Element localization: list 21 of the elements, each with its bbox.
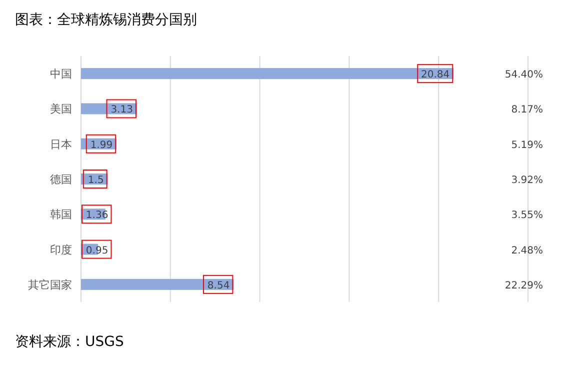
annotation: 3.55% [511, 210, 543, 222]
data-label: 8.54 [207, 280, 230, 292]
data-label: 3.13 [110, 104, 133, 116]
data-label: 20.84 [420, 70, 450, 81]
text: 资料来源：USGS [15, 334, 124, 350]
annotation: 2.48% [511, 245, 543, 256]
y-tick-label: 德国 [50, 173, 72, 186]
data-label: 1.5 [88, 175, 104, 186]
chart-title: 图表：全球精炼锡消费分国别 [15, 12, 197, 28]
y-tick-label: 美国 [50, 102, 72, 116]
y-tick-label: 日本 [50, 138, 72, 151]
data-label: 1.99 [90, 140, 113, 151]
y-tick-label: 印度 [50, 243, 72, 256]
annotation: 3.92% [511, 175, 543, 186]
annotation: 5.19% [511, 140, 543, 151]
y-tick-label: 韩国 [50, 208, 72, 222]
annotation: 8.17% [511, 104, 543, 116]
annotation: 54.40% [504, 70, 543, 81]
annotation: 22.29% [504, 280, 543, 292]
y-tick-label: 中国 [50, 68, 72, 81]
y-tick-label: 其它国家 [28, 278, 72, 292]
